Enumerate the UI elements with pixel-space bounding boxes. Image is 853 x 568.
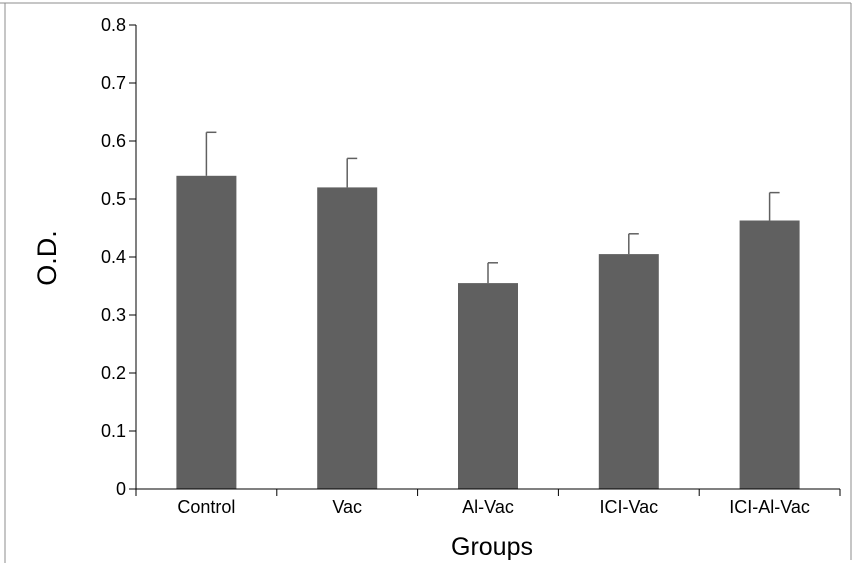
plot-area: Control Vac Al-Vac ICI-Vac ICI-Al-Vac 0 0.1 0.2… (101, 15, 841, 517)
y-tick-label: 0.7 (101, 73, 126, 93)
x-tick-label-ici-al-vac: ICI-Al-Vac (729, 497, 810, 517)
y-tick-label: 0.3 (101, 305, 126, 325)
x-tick-label-al-vac: Al-Vac (462, 497, 514, 517)
bar-control (176, 175, 237, 490)
bar-vac (317, 187, 378, 489)
y-tick-label: 0.6 (101, 131, 126, 151)
x-axis-label: Groups (451, 533, 533, 561)
bar-ici-vac (598, 254, 659, 489)
x-tick-label-control: Control (177, 497, 235, 517)
y-tick-label: 0.2 (101, 363, 126, 383)
y-tick-label: 0 (116, 479, 126, 499)
y-tick-label: 0.5 (101, 189, 126, 209)
y-axis-label: O.D. (32, 230, 62, 286)
bar-al-vac (458, 283, 518, 489)
bar-ici-al-vac (739, 220, 800, 489)
x-tick-label-vac: Vac (332, 497, 362, 517)
y-tick-label: 0.8 (101, 15, 126, 35)
x-tick-label-ici-vac: ICI-Vac (599, 497, 658, 517)
y-tick-label: 0.1 (101, 421, 126, 441)
y-tick-label: 0.4 (101, 247, 126, 267)
